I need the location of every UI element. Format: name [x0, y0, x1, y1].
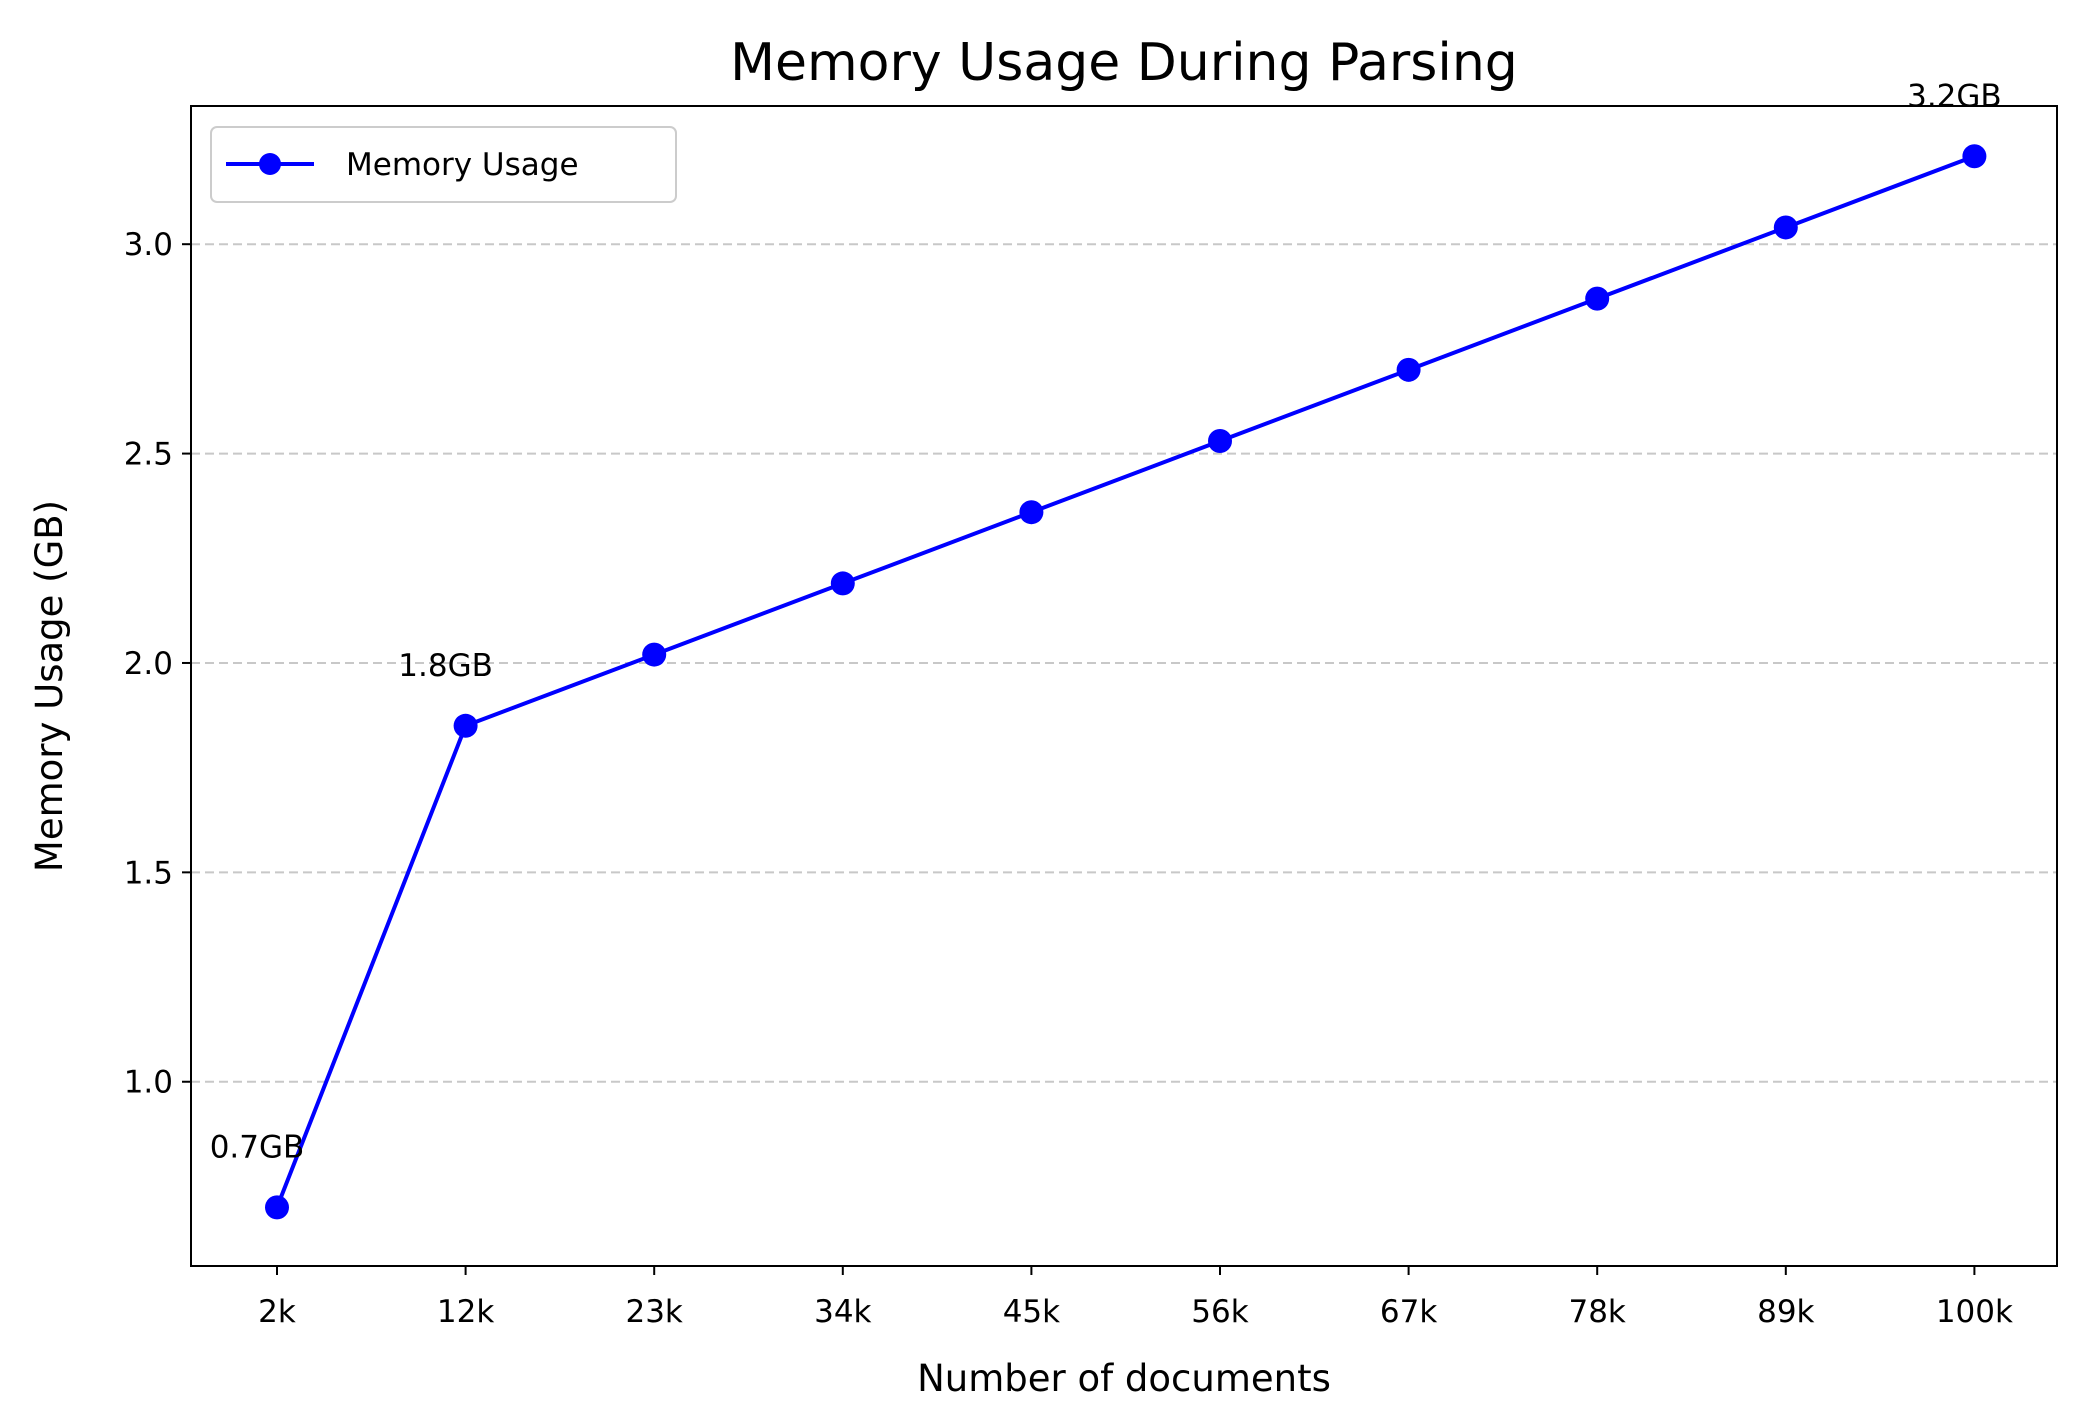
y-tick-label: 1.5 [124, 855, 173, 891]
y-tick-label: 2.5 [124, 437, 173, 473]
x-tick-label: 34k [814, 1294, 871, 1330]
data-point [1962, 144, 1987, 169]
x-tick-label: 12k [437, 1294, 494, 1330]
axis-ticks: 1.0 1.5 2.0 2.5 3.0 2k 12k 23k 34k 45k 56k 67k 78k 89… [124, 227, 2013, 1330]
data-point [1208, 429, 1232, 454]
data-point [830, 571, 855, 596]
legend-label: Memory Usage [346, 147, 579, 183]
data-point [1019, 500, 1044, 525]
x-tick-label: 100k [1936, 1294, 2013, 1330]
data-annotations: 0.7GB 1.8GB 3.2GB [210, 78, 2002, 1165]
legend: Memory Usage [210, 126, 677, 203]
x-tick-label: 23k [625, 1294, 682, 1330]
data-point [265, 1195, 289, 1220]
data-point [1585, 286, 1610, 311]
x-tick-label: 45k [1003, 1294, 1060, 1330]
y-tick-label: 2.0 [124, 646, 173, 682]
x-tick-label: 78k [1568, 1294, 1625, 1330]
data-point [642, 642, 667, 667]
x-tick-label: 89k [1757, 1294, 1814, 1330]
chart-title: Memory Usage During Parsing [730, 33, 1518, 93]
series-line [275, 154, 1976, 1209]
plot-area-frame [190, 105, 2058, 1267]
data-label: 3.2GB [1907, 78, 2002, 114]
x-tick-label: 56k [1191, 1294, 1248, 1330]
series-layer [265, 144, 1987, 1220]
data-point [1396, 357, 1421, 382]
data-label: 1.8GB [398, 648, 493, 684]
data-point [1773, 215, 1798, 240]
y-tick-label: 1.0 [124, 1065, 173, 1101]
x-axis-label: Number of documents [917, 1357, 1331, 1400]
grid-lines [191, 243, 2057, 1083]
legend-box [210, 126, 677, 203]
data-point [453, 713, 478, 738]
y-tick-label: 3.0 [124, 227, 173, 263]
legend-marker-swatch [259, 153, 281, 175]
data-label: 0.7GB [210, 1129, 305, 1165]
x-tick-label: 67k [1380, 1294, 1437, 1330]
y-axis-label: Memory Usage (GB) [28, 500, 71, 872]
x-tick-label: 2k [258, 1294, 296, 1330]
